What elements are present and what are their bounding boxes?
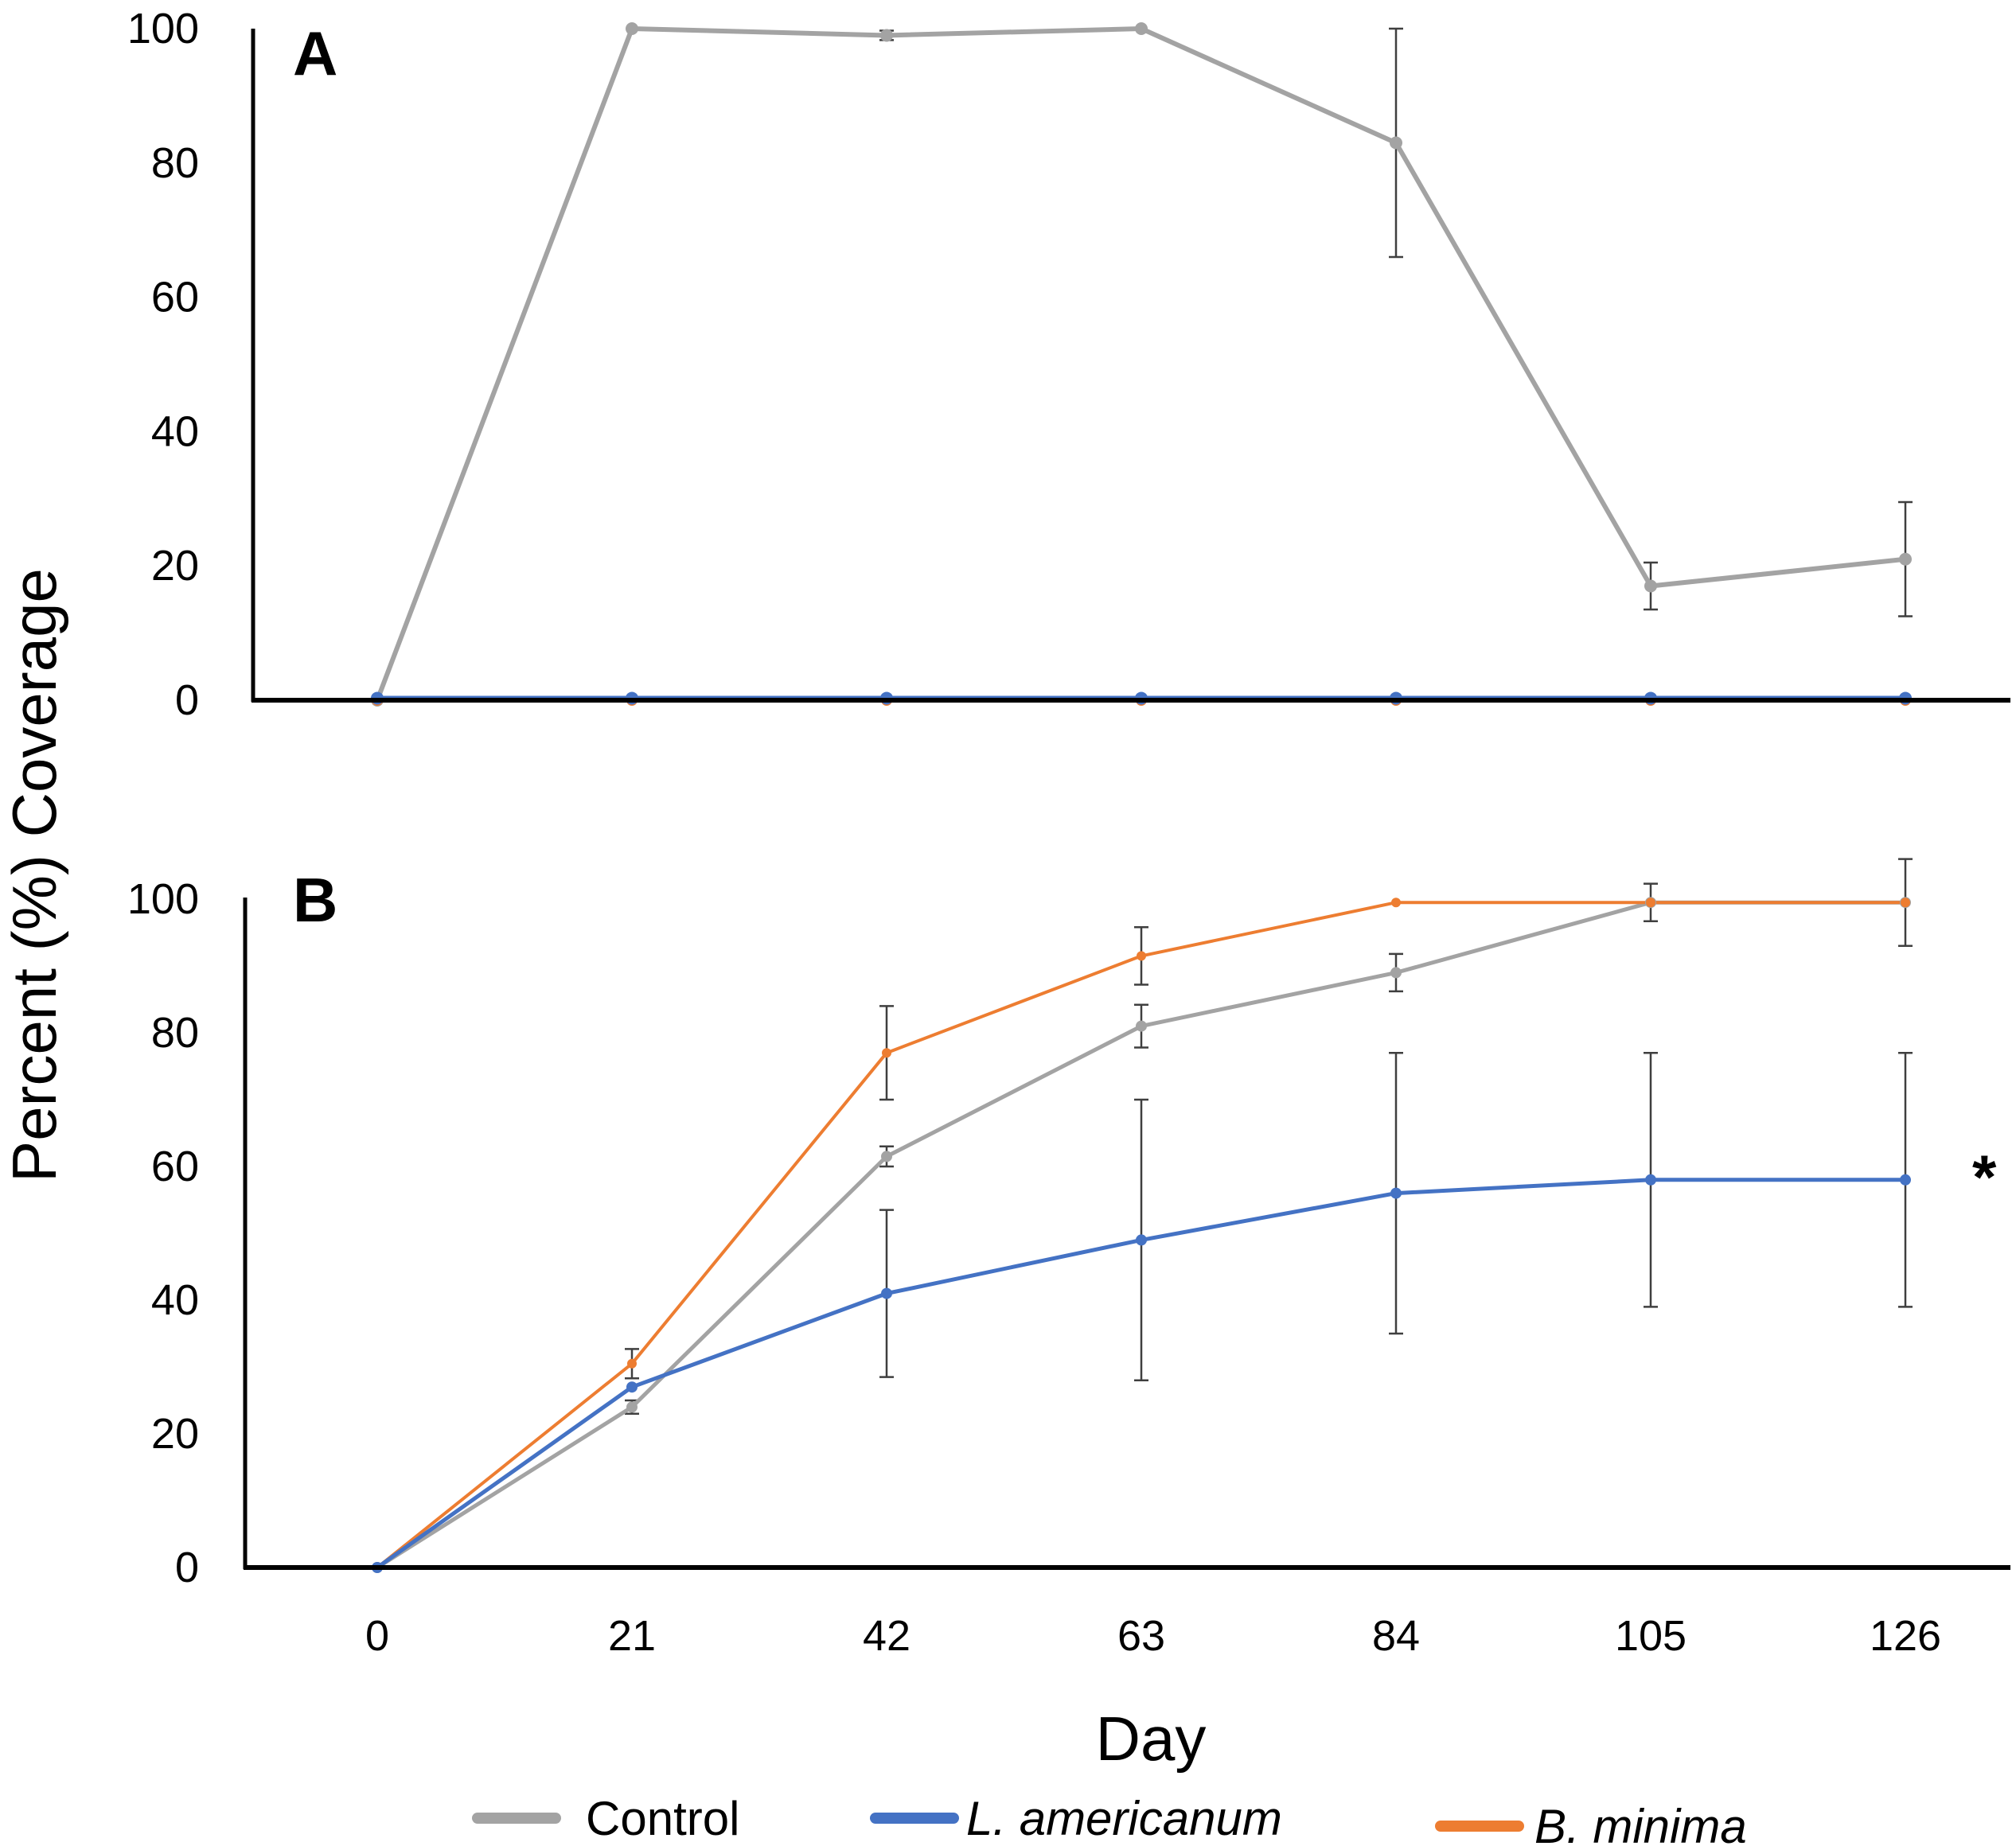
data-point-b_minima bbox=[1391, 898, 1401, 908]
x-tick-label: 126 bbox=[1870, 1612, 1941, 1660]
significance-asterisk: * bbox=[1972, 1142, 1997, 1212]
series-line-control bbox=[375, 26, 1906, 702]
legend-label-control: Control bbox=[586, 1792, 739, 1845]
x-tick-label: 42 bbox=[863, 1612, 911, 1660]
panel-b-y-tick-label: 100 bbox=[127, 875, 199, 923]
data-point-b_minima bbox=[882, 1048, 891, 1058]
data-point-l_americanum bbox=[1136, 1234, 1147, 1246]
legend-label-l-americanum: L. americanum bbox=[966, 1792, 1282, 1845]
data-point-control bbox=[1390, 967, 1402, 979]
y-axis-title: Percent (%) Coverage bbox=[0, 568, 69, 1182]
panel-a-label: A bbox=[293, 18, 337, 88]
data-point-b_minima bbox=[1137, 951, 1146, 961]
data-point-control bbox=[1136, 1020, 1147, 1032]
x-tick-label: 0 bbox=[365, 1612, 389, 1660]
panel-a-y-tick-label: 40 bbox=[151, 407, 199, 455]
data-point-l_americanum bbox=[1390, 1187, 1402, 1199]
x-tick-label: 21 bbox=[608, 1612, 656, 1660]
data-point-control bbox=[626, 22, 638, 35]
panel-b: B 0 20 40 60 80 100 0 21 42 63 84 105 126 * bbox=[127, 858, 2010, 1660]
data-point-control bbox=[1390, 136, 1402, 150]
data-point-l_americanum bbox=[626, 1381, 638, 1393]
data-point-control bbox=[1135, 22, 1148, 35]
x-tick-label: 84 bbox=[1372, 1612, 1420, 1660]
panel-a-y-tick-label: 80 bbox=[151, 139, 199, 187]
panel-b-y-tick-label: 20 bbox=[151, 1410, 199, 1458]
panel-b-y-tick-label: 60 bbox=[151, 1143, 199, 1190]
data-point-b_minima bbox=[627, 1358, 637, 1369]
panel-b-label: B bbox=[293, 865, 337, 935]
panel-a-y-tick-label: 100 bbox=[127, 5, 199, 53]
panel-a-y-tick-label: 60 bbox=[151, 274, 199, 321]
data-point-l_americanum bbox=[881, 1287, 892, 1299]
panel-b-y-tick-label: 0 bbox=[175, 1544, 199, 1591]
panel-a-y-tick-label: 20 bbox=[151, 542, 199, 590]
legend-label-b-minima: B. minima bbox=[1534, 1800, 1747, 1846]
panel-b-y-tick-label: 40 bbox=[151, 1276, 199, 1324]
legend: Control L. americanum B. minima bbox=[472, 1792, 1747, 1846]
data-point-l_americanum bbox=[1900, 1174, 1911, 1186]
data-point-control bbox=[880, 29, 893, 42]
data-point-control bbox=[1644, 579, 1657, 593]
data-point-b_minima bbox=[1901, 898, 1910, 908]
data-point-control bbox=[626, 1401, 638, 1413]
data-point-control bbox=[881, 1151, 892, 1163]
data-point-b_minima bbox=[1646, 898, 1655, 908]
data-point-control bbox=[1899, 552, 1912, 566]
data-point-l_americanum bbox=[1645, 1174, 1656, 1186]
x-axis-title: Day bbox=[1096, 1704, 1207, 1774]
x-tick-label: 105 bbox=[1615, 1612, 1686, 1660]
panel-b-y-tick-label: 80 bbox=[151, 1009, 199, 1057]
x-tick-label: 63 bbox=[1117, 1612, 1165, 1660]
panel-a-y-tick-label: 0 bbox=[175, 676, 199, 724]
panel-a: A 0 20 40 60 80 100 bbox=[127, 5, 2010, 724]
